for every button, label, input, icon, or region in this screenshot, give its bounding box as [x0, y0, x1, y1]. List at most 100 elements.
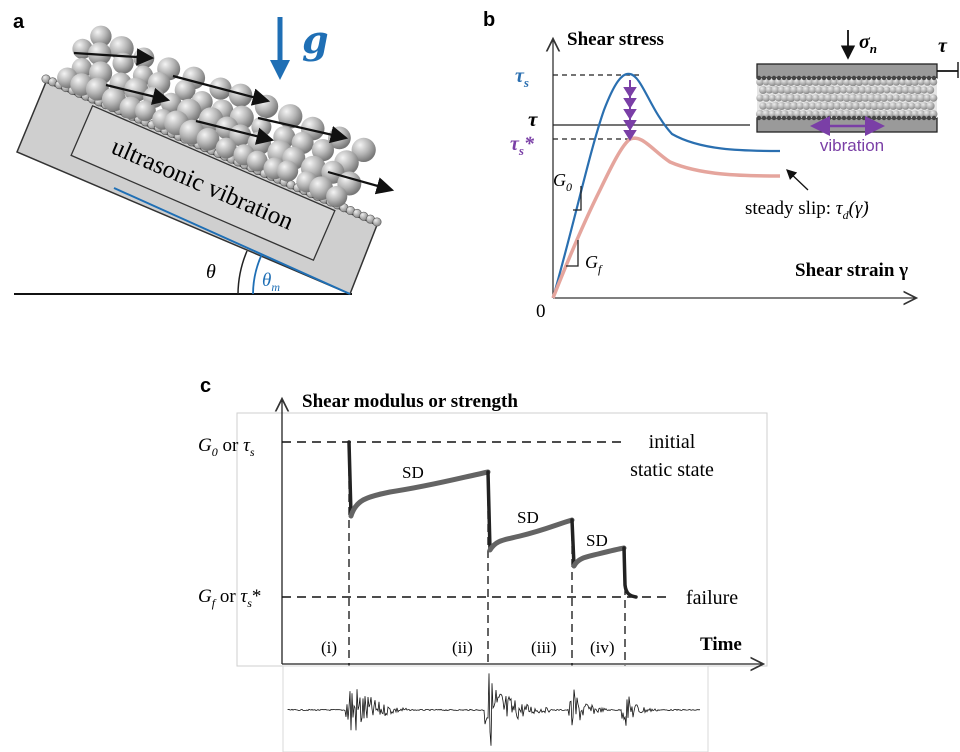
inset-bead	[907, 86, 916, 94]
event-label-iii: (iii)	[531, 638, 557, 657]
inset-bead	[913, 85, 923, 95]
inset-bead	[842, 93, 851, 103]
inset-bead	[762, 78, 770, 86]
inset-bead	[756, 78, 764, 86]
inset-bead	[771, 101, 780, 111]
inset-bead	[880, 94, 888, 102]
granular-bead	[277, 160, 299, 182]
boundary-bead	[876, 115, 882, 121]
inset-bead	[799, 110, 808, 118]
boundary-bead	[776, 115, 782, 121]
inset-bead	[867, 93, 876, 103]
boundary-bead	[766, 115, 772, 121]
inset-bead	[899, 78, 907, 86]
inset-bead	[892, 94, 901, 102]
event-label-iv: (iv)	[590, 638, 615, 657]
boundary-bead	[901, 75, 907, 81]
inset-bead	[755, 109, 765, 119]
inset-bead	[808, 86, 817, 94]
inset-bead	[883, 102, 891, 110]
boundary-bead	[776, 75, 782, 81]
sigma-n-label: σn	[859, 31, 877, 56]
inset-bead	[780, 77, 789, 87]
inset-bead	[786, 93, 796, 103]
granular-bead	[228, 83, 253, 108]
inset-bead	[855, 110, 864, 118]
block-label-box	[70, 104, 336, 262]
inset-bead	[889, 86, 897, 94]
boundary-bead	[831, 75, 837, 81]
boundary-bead	[931, 115, 937, 121]
inset-bead	[848, 93, 858, 103]
granular-bead	[124, 77, 149, 102]
inset-bead	[911, 78, 919, 86]
tau-s-star-label: τs*	[510, 133, 535, 158]
inset-bead	[895, 102, 904, 110]
inset-bead	[870, 86, 879, 94]
flow-arrow	[327, 170, 395, 195]
theta-m-label: θm	[262, 270, 280, 294]
granular-bead	[90, 25, 112, 47]
inset-bead	[861, 94, 870, 102]
boundary-bead	[896, 75, 902, 81]
inset-bead	[883, 86, 891, 94]
inset-bead	[762, 94, 771, 102]
inset-bead	[796, 102, 804, 110]
inset-bead	[833, 86, 842, 94]
inset-bead	[911, 94, 919, 102]
granular-bead	[215, 137, 237, 159]
boundary-bead	[811, 115, 817, 121]
inset-bead	[765, 86, 773, 94]
inset-bead	[846, 86, 854, 94]
inset-bead	[873, 93, 882, 103]
inset-bead	[824, 110, 832, 118]
panel-c: c Shear modulus or strength Time G0 or τ…	[198, 375, 768, 752]
boundary-bead	[781, 75, 787, 81]
inset-bead	[818, 94, 826, 102]
inset-bead	[812, 94, 820, 102]
event-label-ii: (ii)	[452, 638, 473, 657]
inset-bead	[805, 110, 814, 118]
boundary-bead	[821, 75, 827, 81]
inset-bead	[901, 86, 910, 94]
inset-bead	[818, 110, 826, 118]
boundary-bead	[786, 115, 792, 121]
inset-bead	[917, 78, 925, 86]
inset-bead	[904, 110, 913, 118]
intact-curve	[551, 72, 781, 299]
boundary-bead	[756, 115, 762, 121]
boundary-bead	[881, 115, 887, 121]
boundary-bead	[851, 75, 857, 81]
flow-arrow	[105, 83, 171, 105]
boundary-bead	[826, 115, 832, 121]
drop-ii	[486, 470, 492, 552]
boundary-bead	[801, 115, 807, 121]
flow-arrow	[73, 48, 155, 66]
inset-bead	[889, 102, 898, 110]
inset-bead	[777, 86, 786, 94]
inset-bead	[774, 94, 783, 102]
inset-bead	[852, 86, 860, 94]
inset-bead	[849, 110, 857, 118]
steady-pointer	[786, 169, 809, 191]
inset-bead	[830, 78, 838, 86]
inset-bead	[874, 110, 882, 118]
b-origin: 0	[536, 301, 546, 322]
inset-bead	[858, 86, 866, 94]
inset-bead	[814, 101, 823, 111]
inset-bead	[774, 109, 783, 119]
inset-bead	[914, 102, 922, 110]
inset-bead	[820, 101, 830, 111]
inset-beads	[755, 75, 938, 121]
inset-bead	[777, 102, 786, 110]
sd-label-3: SD	[586, 531, 608, 550]
inset-bead	[830, 110, 839, 118]
boundary-bead	[871, 75, 877, 81]
boundary-bead	[891, 115, 897, 121]
boundary-bead	[821, 115, 827, 121]
vibration-label: vibration	[820, 136, 884, 155]
initial-label-line1: initial	[649, 431, 696, 453]
boundary-bead	[841, 115, 847, 121]
sd-label-1: SD	[402, 463, 424, 482]
boundary-bead	[861, 115, 867, 121]
